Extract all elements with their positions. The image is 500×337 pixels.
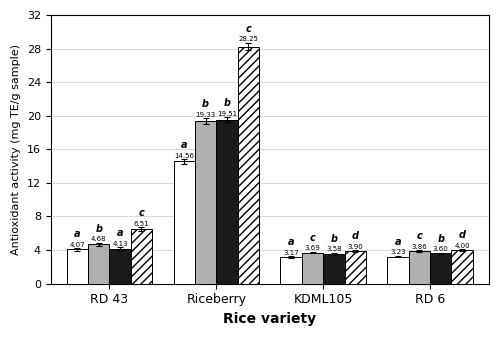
Bar xyxy=(302,253,323,284)
Bar xyxy=(174,161,195,284)
Text: b: b xyxy=(224,98,230,108)
Text: d: d xyxy=(458,230,466,240)
X-axis label: Rice variety: Rice variety xyxy=(223,312,316,326)
Text: a: a xyxy=(74,229,80,239)
Text: b: b xyxy=(95,224,102,234)
Text: a: a xyxy=(117,228,123,238)
Text: 28.25: 28.25 xyxy=(238,36,258,42)
Text: 3.60: 3.60 xyxy=(433,246,448,252)
Bar xyxy=(110,249,131,284)
Text: c: c xyxy=(416,231,422,241)
Text: 4.00: 4.00 xyxy=(454,243,470,249)
Bar xyxy=(216,120,238,284)
Bar xyxy=(323,253,344,284)
Bar xyxy=(88,244,110,284)
Text: 3.58: 3.58 xyxy=(326,246,342,252)
Text: 3.69: 3.69 xyxy=(304,245,320,251)
Text: a: a xyxy=(181,140,188,150)
Text: 14.56: 14.56 xyxy=(174,153,195,159)
Bar xyxy=(280,257,302,284)
Text: b: b xyxy=(330,234,338,244)
Text: a: a xyxy=(288,237,294,247)
Text: d: d xyxy=(352,231,359,241)
Bar xyxy=(195,121,216,284)
Bar xyxy=(344,251,366,284)
Bar xyxy=(430,253,452,284)
Text: 3.23: 3.23 xyxy=(390,249,406,255)
Text: 6.51: 6.51 xyxy=(134,221,150,227)
Text: c: c xyxy=(138,208,144,218)
Text: 4.68: 4.68 xyxy=(91,237,106,242)
Text: b: b xyxy=(202,99,209,109)
Text: a: a xyxy=(394,237,402,247)
Bar xyxy=(408,251,430,284)
Text: 3.90: 3.90 xyxy=(348,244,363,250)
Text: c: c xyxy=(310,233,316,243)
Text: 19.33: 19.33 xyxy=(196,112,216,118)
Bar xyxy=(238,47,259,284)
Text: b: b xyxy=(438,234,444,244)
Bar xyxy=(452,250,473,284)
Bar xyxy=(66,249,88,284)
Y-axis label: Antioxidant activity (mg TE/g sample): Antioxidant activity (mg TE/g sample) xyxy=(11,44,21,255)
Bar xyxy=(131,229,152,284)
Text: 19.51: 19.51 xyxy=(217,111,237,117)
Text: 3.17: 3.17 xyxy=(284,250,299,256)
Text: 3.86: 3.86 xyxy=(412,244,428,250)
Text: 4.07: 4.07 xyxy=(70,242,85,248)
Bar xyxy=(388,256,408,284)
Text: 4.13: 4.13 xyxy=(112,241,128,247)
Text: c: c xyxy=(246,24,252,34)
